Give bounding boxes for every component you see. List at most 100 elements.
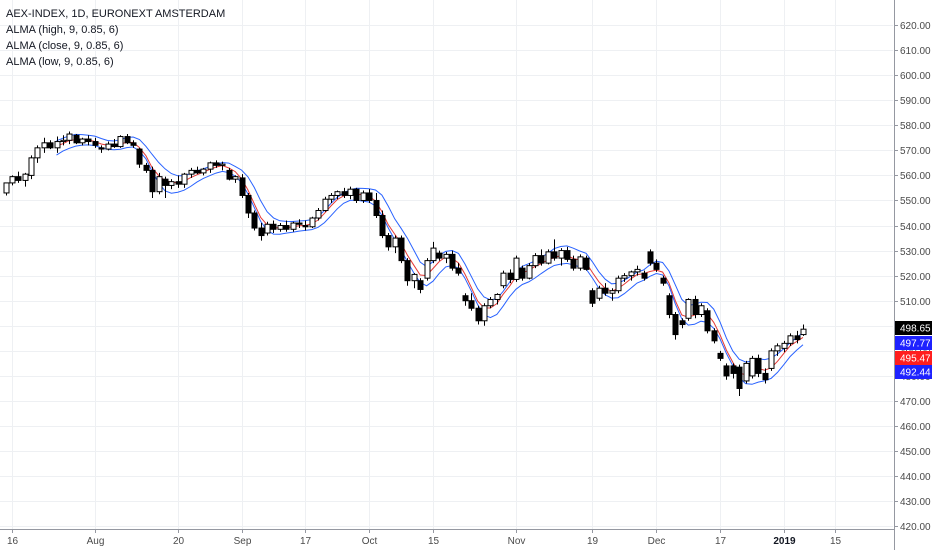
candle[interactable] — [602, 283, 609, 296]
candle[interactable] — [743, 360, 750, 384]
candle[interactable] — [513, 255, 520, 282]
candle[interactable] — [564, 246, 571, 262]
candle[interactable] — [634, 265, 641, 276]
candle[interactable] — [341, 187, 348, 198]
candle[interactable] — [430, 241, 437, 264]
candle[interactable] — [353, 187, 360, 203]
candle[interactable] — [111, 139, 118, 148]
candle[interactable] — [143, 162, 150, 173]
candle[interactable] — [404, 258, 411, 286]
candle[interactable] — [755, 354, 762, 378]
candle[interactable] — [105, 141, 112, 151]
candle[interactable] — [609, 288, 616, 301]
candle[interactable] — [258, 223, 265, 241]
candle[interactable] — [800, 324, 807, 336]
candle[interactable] — [156, 172, 163, 195]
candle[interactable] — [360, 190, 367, 203]
candle[interactable] — [392, 235, 399, 254]
candle[interactable] — [149, 166, 156, 198]
candle[interactable] — [66, 131, 73, 145]
candle[interactable] — [577, 254, 584, 271]
candle[interactable] — [551, 239, 558, 261]
candle[interactable] — [34, 145, 41, 163]
candle[interactable] — [730, 363, 737, 379]
legend-item-alma-low[interactable]: ALMA (low, 9, 0.85, 6) — [6, 56, 114, 68]
candle[interactable] — [417, 278, 424, 294]
candle[interactable] — [54, 136, 61, 153]
candle[interactable] — [130, 140, 137, 148]
candle[interactable] — [736, 364, 743, 396]
candle[interactable] — [519, 265, 526, 281]
candle[interactable] — [322, 196, 329, 212]
candle[interactable] — [692, 295, 699, 319]
candle[interactable] — [3, 182, 10, 196]
candle[interactable] — [22, 172, 29, 187]
candle[interactable] — [28, 155, 35, 180]
candle[interactable] — [507, 269, 514, 284]
candle[interactable] — [47, 140, 54, 150]
candle[interactable] — [15, 171, 22, 183]
candle[interactable] — [411, 273, 418, 289]
candle[interactable] — [538, 249, 545, 266]
candle[interactable] — [334, 190, 341, 200]
candle[interactable] — [270, 220, 277, 234]
candle[interactable] — [596, 285, 603, 301]
candle[interactable] — [672, 312, 679, 340]
candle[interactable] — [92, 137, 99, 148]
candle[interactable] — [628, 270, 635, 281]
candle[interactable] — [379, 210, 386, 239]
candle[interactable] — [175, 175, 182, 188]
candle[interactable] — [60, 135, 67, 146]
candle[interactable] — [366, 189, 373, 203]
candle[interactable] — [462, 293, 469, 306]
candle[interactable] — [296, 219, 303, 229]
candle[interactable] — [232, 175, 239, 183]
candle[interactable] — [168, 179, 175, 190]
candle[interactable] — [117, 135, 124, 148]
candle[interactable] — [475, 305, 482, 325]
candle[interactable] — [385, 233, 392, 251]
candle[interactable] — [98, 145, 105, 153]
candle[interactable] — [41, 137, 48, 153]
candle[interactable] — [679, 318, 686, 329]
candle[interactable] — [347, 186, 354, 200]
candle[interactable] — [494, 293, 501, 305]
candle[interactable] — [526, 263, 533, 280]
legend-item-alma-high[interactable]: ALMA (high, 9, 0.85, 6) — [6, 24, 119, 36]
candle[interactable] — [449, 250, 456, 271]
candle[interactable] — [283, 220, 290, 232]
candle[interactable] — [647, 249, 654, 266]
candle[interactable] — [277, 223, 284, 232]
candle[interactable] — [589, 288, 596, 307]
candle[interactable] — [660, 275, 667, 286]
candle[interactable] — [481, 303, 488, 326]
candle[interactable] — [239, 174, 246, 198]
candle[interactable] — [309, 216, 316, 229]
candle[interactable] — [200, 167, 207, 176]
candle[interactable] — [787, 333, 794, 346]
candle[interactable] — [194, 166, 201, 175]
candle[interactable] — [328, 192, 335, 203]
candle[interactable] — [181, 172, 188, 188]
candle[interactable] — [124, 134, 131, 145]
candle[interactable] — [583, 255, 590, 271]
candle[interactable] — [455, 263, 462, 276]
candle[interactable] — [251, 210, 258, 231]
candle[interactable] — [162, 176, 169, 198]
candle[interactable] — [723, 363, 730, 380]
candle[interactable] — [219, 161, 226, 171]
candle[interactable] — [666, 293, 673, 319]
candle[interactable] — [424, 258, 431, 281]
candle[interactable] — [373, 192, 380, 219]
candle[interactable] — [188, 167, 195, 178]
candle[interactable] — [641, 270, 648, 281]
candle[interactable] — [711, 328, 718, 344]
candle[interactable] — [9, 175, 16, 186]
candle[interactable] — [264, 221, 271, 236]
candle[interactable] — [73, 134, 80, 145]
candle[interactable] — [704, 308, 711, 334]
candle[interactable] — [621, 273, 628, 282]
candle[interactable] — [79, 137, 86, 146]
